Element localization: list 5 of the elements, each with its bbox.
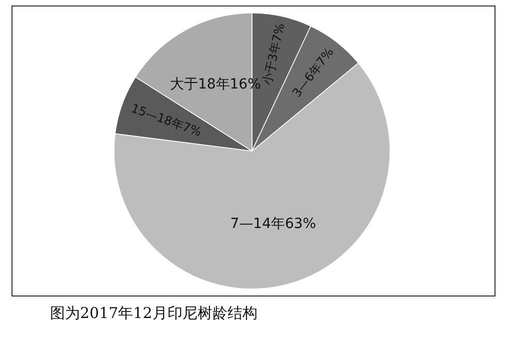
slice-label: 7—14年 xyxy=(230,216,285,232)
text: 图为2017年12月印尼树龄结构 xyxy=(50,304,258,322)
slice-label: 大于18年 xyxy=(170,76,230,92)
data-label: 16% xyxy=(230,76,261,92)
data-label: 63% xyxy=(284,216,316,232)
